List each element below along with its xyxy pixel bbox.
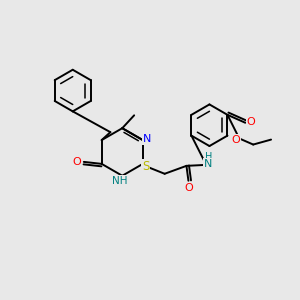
Text: O: O: [231, 135, 240, 145]
Text: H: H: [205, 152, 212, 162]
Text: O: O: [247, 117, 256, 127]
Text: O: O: [184, 183, 193, 193]
Text: O: O: [73, 157, 81, 167]
Text: N: N: [142, 134, 151, 144]
Text: NH: NH: [112, 176, 127, 186]
Text: N: N: [204, 159, 212, 169]
Text: S: S: [142, 160, 149, 173]
